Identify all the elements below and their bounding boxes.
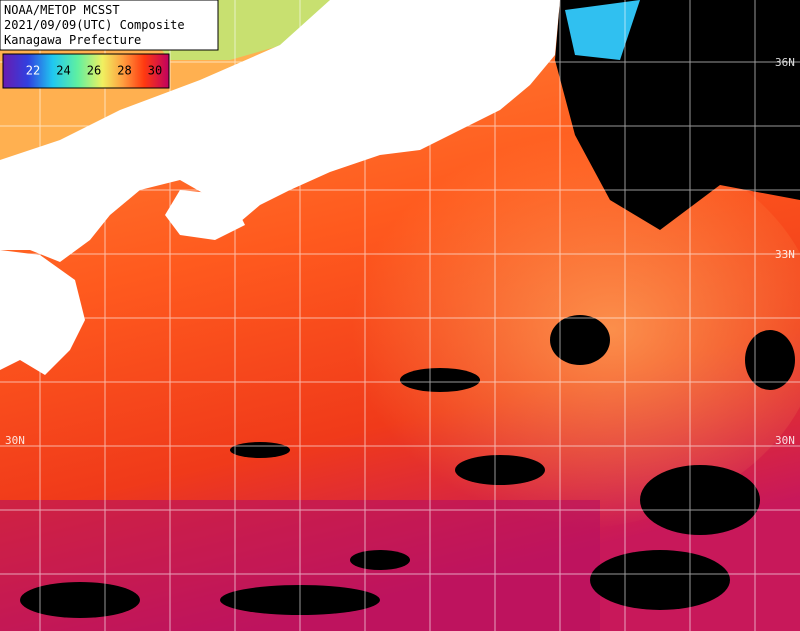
cloud: [590, 550, 730, 610]
cloud: [400, 368, 480, 392]
cloud: [455, 455, 545, 485]
cloud: [640, 465, 760, 535]
cloud: [350, 550, 410, 570]
lat-label: 36N: [775, 56, 795, 69]
land-kyushu: [0, 250, 85, 375]
warm-region: [300, 130, 800, 530]
cloud: [745, 330, 795, 390]
cloud: [20, 582, 140, 618]
scattered-clouds: [20, 315, 795, 618]
lat-label: 30N: [5, 434, 25, 447]
land-shikoku: [165, 190, 245, 240]
colorbar-tick-label: 26: [87, 64, 101, 78]
title-line: Kanagawa Prefecture: [4, 33, 141, 47]
colorbar-tick-label: 24: [56, 64, 70, 78]
lat-label: 33N: [775, 248, 795, 261]
colorbar: [2, 53, 170, 89]
lat-label: 30N: [775, 434, 795, 447]
title-line: NOAA/METOP MCSST: [4, 3, 120, 17]
colorbar-tick-label: 22: [26, 64, 40, 78]
cloud: [550, 315, 610, 365]
colorbar-tick-label: 28: [117, 64, 131, 78]
title-line: 2021/09/09(UTC) Composite: [4, 18, 185, 32]
cloud: [230, 442, 290, 458]
colorbar-ticks: 22 24 26 28 30: [26, 64, 162, 78]
land-honshu: [0, 0, 560, 262]
colorbar-tick-label: 30: [148, 64, 162, 78]
title-box: [0, 0, 219, 51]
cold-water: [565, 0, 640, 60]
